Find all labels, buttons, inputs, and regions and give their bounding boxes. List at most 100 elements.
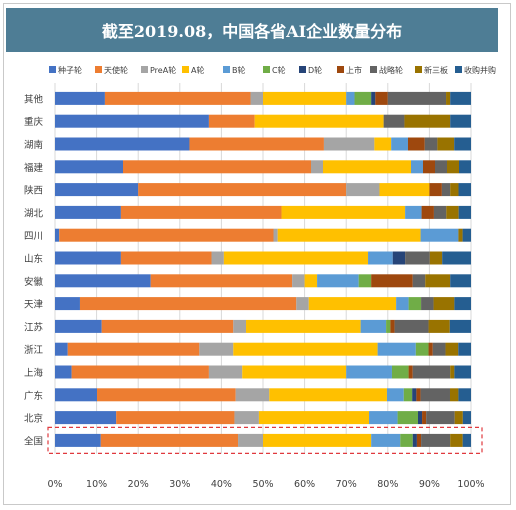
bar-segment — [416, 433, 422, 447]
category-label: 天津 — [24, 300, 44, 311]
category-label: 其他 — [24, 93, 44, 105]
bar-segment — [449, 319, 471, 333]
bar-segment — [387, 91, 447, 105]
bar-segment — [429, 251, 443, 265]
bar-segment — [437, 137, 455, 151]
bar-segment — [304, 274, 318, 288]
category-label: 山东 — [24, 253, 43, 265]
bar-segment — [408, 297, 422, 311]
bar-segment — [55, 114, 209, 128]
bar-segment — [296, 297, 309, 311]
legend-label-0: 种子轮 — [58, 65, 82, 75]
legend-label-10: 收购并购 — [464, 65, 496, 75]
bar-segment — [55, 297, 80, 311]
legend-label-8: 战略轮 — [379, 65, 403, 75]
bar-segment — [458, 228, 463, 242]
bar-segment — [254, 114, 384, 128]
bar-segment — [59, 228, 274, 242]
bar-segment — [391, 137, 408, 151]
bar-segment — [429, 183, 442, 197]
bar-segment — [421, 297, 434, 311]
bar-segment — [55, 160, 123, 174]
bar-segment — [292, 274, 305, 288]
bar-segment — [235, 388, 270, 402]
category-label: 陕西 — [24, 185, 43, 197]
bar-segment — [79, 297, 297, 311]
bar-segment — [55, 137, 190, 151]
bar-segment — [428, 342, 433, 356]
bar-segment — [391, 365, 409, 379]
bar-segment — [412, 433, 417, 447]
category-label: 湖北 — [24, 208, 44, 219]
bar-segment — [416, 388, 421, 402]
bar-segment — [412, 274, 426, 288]
bar-segment — [242, 365, 347, 379]
bar-segment — [407, 137, 425, 151]
bar-segment — [458, 388, 471, 402]
x-tick-label: 70% — [336, 479, 357, 490]
bar-segment — [263, 433, 372, 447]
bar-segment — [308, 297, 397, 311]
legend-swatch-0 — [49, 66, 56, 73]
bar-segment — [346, 91, 355, 105]
bar-segment — [446, 205, 459, 219]
bar-segment — [97, 388, 236, 402]
bar-segment — [233, 319, 247, 333]
bar-segment — [411, 160, 423, 174]
bar-segment — [223, 251, 369, 265]
bar-segment — [263, 91, 347, 105]
bar-segment — [397, 411, 418, 425]
bar-segment — [233, 342, 378, 356]
bar-segment — [425, 274, 451, 288]
bar-segment — [450, 114, 471, 128]
bar-segment — [428, 319, 450, 333]
bar-segment — [379, 183, 430, 197]
x-tick-label: 90% — [419, 479, 440, 490]
chart-title: 截至2019.08，中国各省AI企业数量分布 — [6, 8, 498, 52]
bar-segment — [390, 319, 395, 333]
bar-segment — [396, 297, 409, 311]
bar-segment — [311, 160, 323, 174]
bar-segment — [211, 251, 224, 265]
category-label: 四川 — [24, 231, 43, 242]
bar-segment — [386, 319, 391, 333]
legend-label-2: PreA轮 — [150, 65, 176, 75]
bar-segment — [189, 137, 324, 151]
bar-segment — [354, 91, 372, 105]
bar-segment — [100, 433, 239, 447]
bar-segment — [462, 228, 471, 242]
bar-segment — [67, 342, 200, 356]
bar-segment — [423, 160, 435, 174]
bar-segment — [459, 160, 471, 174]
bar-segment — [426, 411, 455, 425]
bar-segment — [55, 274, 151, 288]
category-label: 江苏 — [24, 321, 44, 333]
legend-label-6: D轮 — [308, 65, 322, 75]
bar-segment — [120, 251, 212, 265]
bar-segment — [392, 251, 406, 265]
bar-segment — [405, 251, 430, 265]
bar-segment — [250, 91, 263, 105]
category-label: 浙江 — [24, 344, 44, 356]
category-label: 北京 — [24, 413, 43, 425]
bar-segment — [404, 114, 451, 128]
chart-title-text: 截至2019.08，中国各省AI企业数量分布 — [101, 22, 403, 41]
bar-segment — [116, 411, 235, 425]
bar-segment — [104, 91, 251, 105]
legend-swatch-9 — [415, 66, 422, 73]
bar-segment — [420, 228, 459, 242]
bar-segment — [138, 183, 347, 197]
bar-segment — [55, 388, 98, 402]
bar-segment — [394, 319, 429, 333]
bar-segment — [450, 91, 471, 105]
bar-segment — [415, 342, 429, 356]
bar-segment — [441, 183, 451, 197]
bar-segment — [360, 319, 387, 333]
bar-segment — [458, 183, 471, 197]
bar-segment — [450, 433, 463, 447]
bar-segment — [450, 365, 455, 379]
bar-segment — [458, 342, 471, 356]
x-tick-label: 30% — [169, 479, 190, 490]
bar-segment — [400, 433, 413, 447]
